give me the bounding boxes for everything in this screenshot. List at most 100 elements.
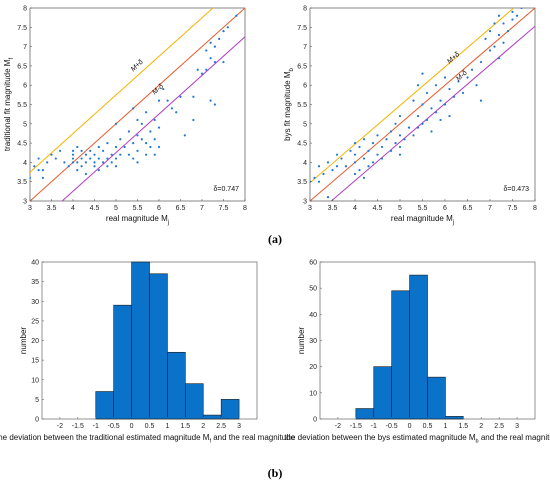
scatter-point [448, 87, 451, 91]
scatter-point [421, 72, 424, 75]
scatter-point [497, 33, 501, 37]
histogram-bar [167, 351, 186, 420]
y-tick-label: 7 [23, 44, 27, 51]
scatter-point [331, 169, 334, 172]
x-tick-label: -0.5 [386, 423, 398, 430]
x-axis-label-tail: and the real magnitude [479, 433, 550, 442]
scatter-point [136, 161, 139, 164]
scatter-point [398, 153, 402, 156]
scatter-point [317, 165, 321, 168]
scatter-bys: M+δM-δ3 3.5 4 4.5 5 5.5 6 6.5 7 7.5 833.544.555.56… [283, 6, 537, 227]
scatter-point [376, 153, 379, 156]
scatter-point [71, 153, 75, 156]
scatter-traditional: M+δM-δ3 3.5 4 4.5 5 5.5 6 6.5 7 7.5 833.544.555.56… [3, 6, 247, 227]
scatter-point [389, 130, 393, 133]
scatter-point [371, 142, 375, 145]
y-tick-label: 25 [31, 318, 39, 325]
histogram-bar [391, 290, 410, 420]
scatter-point [353, 161, 357, 164]
y-tick-label: 4 [23, 160, 27, 167]
scatter-point [213, 45, 216, 48]
scatter-point [222, 60, 225, 64]
x-tick-label: 0 [408, 423, 412, 430]
scatter-point [140, 122, 143, 125]
x-tick-label: 5.5 [133, 205, 143, 212]
x-tick-label: -1.5 [72, 423, 84, 430]
y-tick-label: 10 [31, 377, 39, 384]
y-tick-label: 4.5 [297, 141, 307, 148]
histogram-bar [220, 399, 240, 420]
y-tick-label: 20 [309, 364, 317, 371]
scatter-point [362, 157, 366, 160]
y-axis-label: number [297, 327, 306, 354]
line-m-plus-delta [30, 8, 214, 173]
scatter-point [443, 103, 447, 106]
y-tick-label: 6 [303, 83, 307, 90]
scatter-point [362, 176, 366, 179]
x-axis-label: the deviation between the bys estimated … [284, 433, 550, 445]
y-tick-label: 10 [309, 390, 317, 397]
scatter-point [84, 153, 87, 156]
scatter-point [209, 99, 212, 102]
x-tick-label: 6 [443, 205, 447, 212]
x-tick-label: 6 [157, 205, 161, 212]
x-axis-label: real magnitude Mj [106, 214, 169, 226]
scatter-point [132, 107, 135, 110]
x-tick-label: 5 [114, 205, 118, 212]
scatter-point [213, 60, 216, 64]
scatter-point [46, 161, 49, 164]
scatter-point [218, 37, 221, 40]
scatter-point [488, 30, 492, 33]
scatter-point [358, 145, 361, 149]
x-tick-label: 3 [515, 423, 519, 430]
x-tick-label: -0.5 [108, 423, 120, 430]
line-m-plus-delta [310, 8, 515, 184]
scatter-point [59, 149, 62, 152]
x-tick-label: 8 [243, 205, 247, 212]
histogram-bar [149, 273, 168, 420]
y-tick-label: 8 [23, 6, 27, 13]
y-axis-label-main: bys fit magnitude M [283, 71, 292, 141]
scatter-point [110, 153, 113, 156]
y-tick-label: 50 [309, 286, 317, 293]
scatter-point [416, 126, 420, 129]
scatter-point [37, 157, 40, 160]
scatter-point [97, 157, 100, 160]
x-tick-label: -2 [335, 423, 341, 430]
y-tick-label: 6.5 [17, 63, 27, 70]
y-tick-label: 7 [303, 44, 307, 51]
y-tick-label: 35 [31, 279, 39, 286]
scatter-point [448, 114, 451, 118]
scatter-point [140, 138, 143, 141]
scatter-point [54, 157, 57, 160]
y-axis-label-subscript: b [289, 67, 295, 71]
y-tick-label: 5 [35, 397, 39, 404]
scatter-point [145, 153, 148, 156]
scatter-point [412, 134, 415, 137]
scatter-point [430, 107, 433, 110]
histogram-bar [95, 391, 114, 420]
scatter-point [123, 145, 126, 149]
scatter-point [192, 118, 195, 122]
scatter-point [89, 149, 92, 152]
y-tick-label: 7.5 [297, 25, 307, 32]
scatter-point [484, 37, 487, 40]
scatter-point [149, 130, 152, 133]
x-axis-label-subscript: f [209, 439, 211, 445]
scatter-point [457, 80, 460, 83]
scatter-point [367, 165, 370, 168]
scatter-point [97, 169, 100, 172]
scatter-point [93, 153, 96, 156]
histogram-bar [445, 416, 464, 420]
scatter-point [385, 138, 388, 141]
x-tick-label: 2 [479, 423, 483, 430]
scatter-point [136, 118, 139, 122]
x-axis-label-main: the deviation between the traditional es… [0, 433, 210, 442]
x-tick-label: 2.5 [216, 423, 226, 430]
scatter-point [157, 145, 161, 149]
y-tick-label: 30 [309, 338, 317, 345]
y-tick-label: 6 [23, 83, 27, 90]
scatter-point [353, 153, 357, 156]
scatter-point [76, 169, 79, 172]
delta-annotation: δ=0.473 [503, 186, 529, 193]
